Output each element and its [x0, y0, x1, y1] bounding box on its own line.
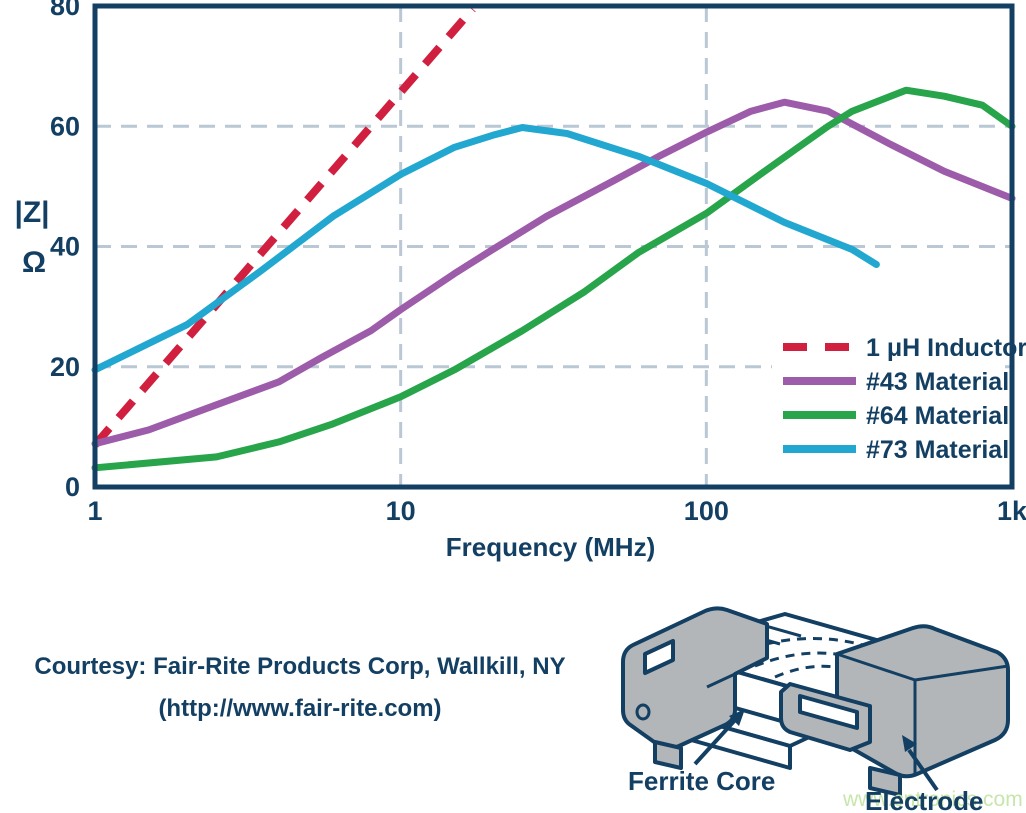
electrode-arrow — [907, 748, 939, 792]
left-cap-edge — [706, 672, 736, 689]
terminal-slot — [798, 694, 859, 730]
electrode-arrowhead — [902, 735, 917, 752]
courtesy-caption: Courtesy: Fair-Rite Products Corp, Wallk… — [0, 646, 600, 730]
ferrite-bead-illustration: www.cntronics.com Ferrite Core Electrode — [621, 606, 1023, 813]
watermark-text: www.cntronics.com — [842, 788, 1023, 811]
legend-label-2: #64 Material — [866, 402, 1009, 430]
left-cap-foot — [653, 740, 683, 770]
legend-label-0: 1 μH Inductor — [866, 334, 1026, 362]
ferrite-core-arrowhead — [729, 709, 745, 726]
y-tick-20: 20 — [50, 352, 80, 382]
series-line--64-material — [91, 86, 1016, 472]
legend-background — [772, 323, 1002, 467]
y-axis-label-z: |Z| — [14, 196, 49, 229]
x-tick-10: 10 — [386, 496, 416, 526]
y-axis-label-ohm: Ω — [22, 246, 46, 279]
legend-label-1: #43 Material — [866, 368, 1009, 396]
courtesy-line-1: Courtesy: Fair-Rite Products Corp, Wallk… — [34, 653, 566, 680]
x-tick-1k: 1k — [997, 496, 1026, 526]
impedance-chart: 1 μH Inductor #43 Material #64 Material #73… — [14, 0, 1026, 562]
ferrite-core-arrow — [693, 717, 738, 766]
right-cap-edge-2 — [914, 664, 1009, 682]
right-electrode-cap — [835, 624, 1010, 779]
y-tick-40: 40 — [50, 232, 80, 262]
y-tick-0: 0 — [65, 472, 80, 502]
left-cap-notch — [643, 639, 675, 675]
left-cap-hole — [635, 703, 651, 721]
plot-border — [92, 3, 1015, 490]
right-cap-edge-1 — [836, 652, 916, 682]
x-axis-label: Frequency (MHz) — [446, 532, 655, 562]
series-line--73-material — [91, 124, 880, 374]
series-line--43-material — [91, 98, 1016, 448]
ferrite-core-label: Ferrite Core — [628, 766, 775, 796]
courtesy-line-2: (http://www.fair-rite.com) — [158, 695, 442, 722]
x-tick-1: 1 — [87, 496, 102, 526]
y-tick-60: 60 — [50, 111, 80, 141]
x-tick-100: 100 — [684, 496, 729, 526]
series-line-1-h-inductor — [91, 6, 476, 448]
right-cap-foot — [868, 766, 902, 797]
legend-label-3: #73 Material — [866, 436, 1009, 464]
electrode-label: Electrode — [865, 786, 984, 813]
y-tick-80: 80 — [50, 0, 80, 21]
